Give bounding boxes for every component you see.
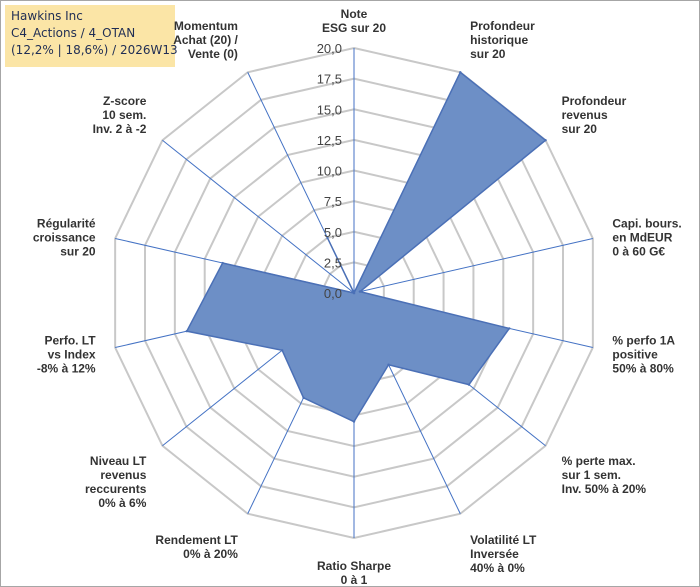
- data-point-5: [467, 383, 471, 386]
- tick-label-0: 0,0: [324, 286, 342, 301]
- axis-label-8: Rendement LT 0% à 20%: [155, 533, 238, 561]
- data-point-6: [387, 363, 390, 366]
- data-point-1: [459, 71, 462, 74]
- tick-label-5: 12,5: [317, 133, 342, 148]
- tick-label-7: 17,5: [317, 72, 342, 87]
- axis-label-2: Profondeur revenus sur 20: [562, 94, 627, 136]
- radar-tick-labels: 0,0 2,5 5,0 7,5 10,0 12,5 15,0 17,5 20,0: [317, 41, 342, 301]
- axis-label-6: Volatilité LT Inversée 40% à 0%: [470, 533, 537, 575]
- spoke-12: [162, 139, 355, 294]
- axis-label-7: Ratio Sharpe 0 à 1: [317, 559, 391, 586]
- axis-label-10: Perfo. LT vs Index -8% à 12%: [37, 334, 96, 376]
- radar-axis-labels: Note ESG sur 20 Profondeur historique sur 20…: [33, 7, 682, 586]
- tick-label-1: 2,5: [324, 255, 342, 270]
- data-point-9: [280, 349, 284, 352]
- tick-label-4: 10,0: [317, 164, 342, 179]
- tick-label-3: 7,5: [324, 194, 342, 209]
- tick-label-8: 20,0: [317, 41, 342, 56]
- spoke-3: [353, 237, 593, 294]
- series-area: [185, 71, 547, 423]
- data-point-7: [352, 420, 356, 423]
- axis-label-4: % perfo 1A positive 50% à 80%: [612, 334, 675, 376]
- data-point-12: [352, 291, 356, 295]
- company-name: Hawkins Inc: [11, 9, 83, 23]
- data-point-4: [508, 327, 511, 330]
- axis-label-9: Niveau LT revenus reccurents 0% à 6%: [85, 454, 147, 510]
- tick-label-2: 5,0: [324, 225, 342, 240]
- tick-label-6: 15,0: [317, 102, 342, 117]
- data-point-11: [221, 261, 224, 265]
- portfolio-path: C4_Actions / 4_OTAN: [11, 26, 136, 40]
- performance-period: (12,2% | 18,6%) / 2026W13: [11, 43, 178, 57]
- data-point-8: [302, 396, 305, 400]
- axis-label-5: % perte max. sur 1 sem. Inv. 50% à 20%: [562, 454, 647, 496]
- axis-label-13: Momentum Achat (20) / Vente (0): [173, 19, 238, 61]
- data-point-3: [358, 290, 362, 293]
- axis-label-3: Capi. bours. en MdEUR 0 à 60 G€: [612, 216, 681, 258]
- axis-label-12: Z-score 10 sem. Inv. 2 à -2: [93, 94, 147, 136]
- radar-series: [185, 71, 547, 423]
- data-point-13: [326, 236, 329, 240]
- data-point-10: [185, 329, 188, 333]
- data-point-2: [544, 139, 547, 142]
- axis-label-1: Profondeur historique sur 20: [470, 19, 535, 61]
- axis-label-11: Régularité croissance sur 20: [33, 216, 96, 258]
- axis-label-0: Note ESG sur 20: [322, 7, 386, 35]
- info-box: Hawkins Inc C4_Actions / 4_OTAN (12,2% |…: [5, 5, 178, 67]
